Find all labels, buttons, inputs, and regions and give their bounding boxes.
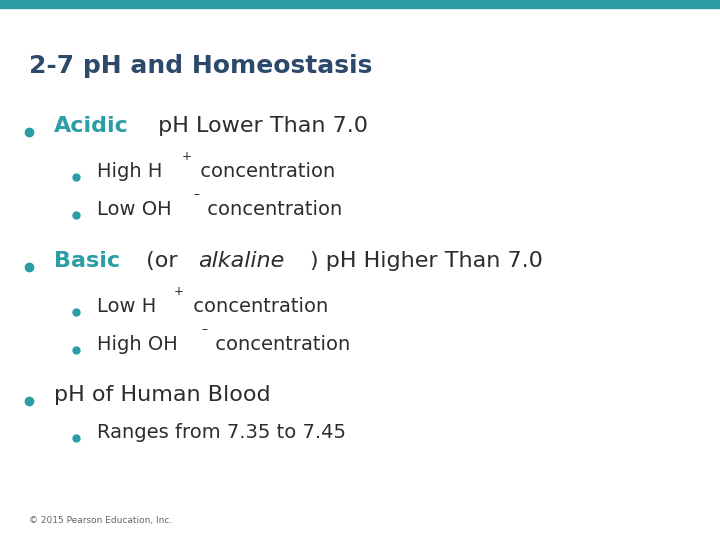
Text: Low OH: Low OH	[97, 200, 172, 219]
Text: concentration: concentration	[194, 162, 336, 181]
Text: Low H: Low H	[97, 297, 156, 316]
Text: ) pH Higher Than 7.0: ) pH Higher Than 7.0	[310, 251, 543, 271]
Text: +: +	[174, 286, 184, 299]
Text: Ranges from 7.35 to 7.45: Ranges from 7.35 to 7.45	[97, 423, 346, 442]
Text: pH Lower Than 7.0: pH Lower Than 7.0	[150, 116, 368, 136]
Text: High OH: High OH	[97, 335, 178, 354]
Text: 2-7 pH and Homeostasis: 2-7 pH and Homeostasis	[29, 54, 372, 78]
Text: concentration: concentration	[201, 200, 343, 219]
Text: +: +	[181, 151, 192, 164]
Text: –: –	[202, 323, 207, 336]
Text: –: –	[194, 188, 199, 201]
Text: © 2015 Pearson Education, Inc.: © 2015 Pearson Education, Inc.	[29, 516, 172, 525]
Text: Acidic: Acidic	[54, 116, 129, 136]
Text: pH of Human Blood: pH of Human Blood	[54, 384, 271, 404]
Text: concentration: concentration	[186, 297, 328, 316]
Text: High H: High H	[97, 162, 163, 181]
Text: concentration: concentration	[209, 335, 351, 354]
Text: Basic: Basic	[54, 251, 120, 271]
Text: alkaline: alkaline	[198, 251, 284, 271]
Text: (or: (or	[140, 251, 185, 271]
Bar	[0, 0, 720, 8]
